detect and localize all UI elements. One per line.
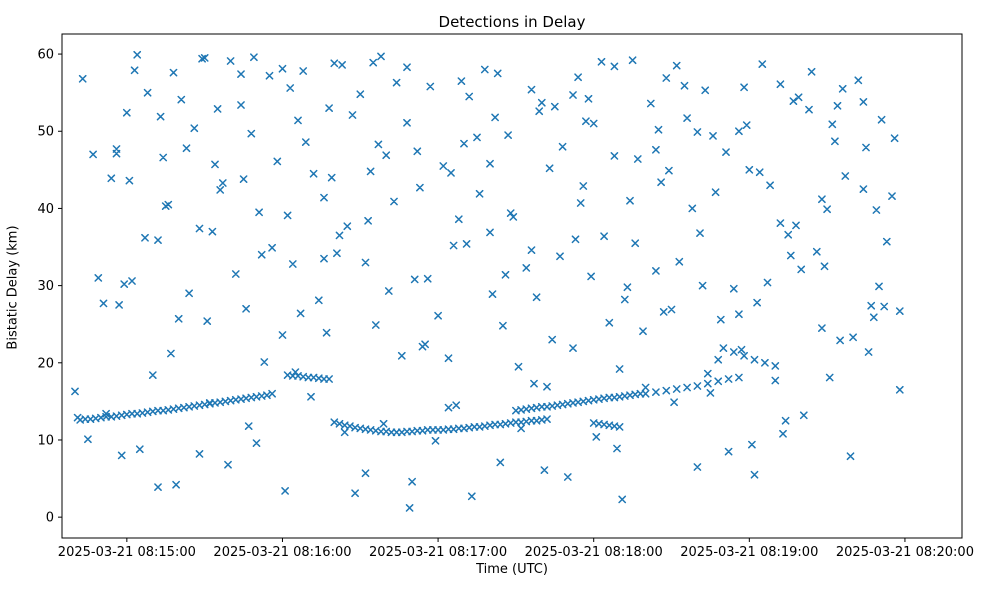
y-tick-label: 10 [37,433,54,448]
y-tick-label: 60 [37,48,54,63]
y-tick-label: 40 [37,202,54,217]
chart-title: Detections in Delay [438,13,586,31]
y-tick-label: 0 [46,511,54,526]
x-tick-label: 2025-03-21 08:17:00 [369,545,507,560]
x-tick-label: 2025-03-21 08:16:00 [213,545,351,560]
x-tick-label: 2025-03-21 08:19:00 [680,545,818,560]
x-tick-label: 2025-03-21 08:20:00 [836,545,974,560]
y-tick-label: 50 [37,125,54,140]
y-tick-label: 30 [37,279,54,294]
x-axis-label: Time (UTC) [476,562,548,577]
scatter-points [71,50,904,512]
y-tick-label: 20 [37,356,54,371]
x-tick-label: 2025-03-21 08:18:00 [525,545,663,560]
y-axis-label: Bistatic Delay (km) [5,225,21,350]
axes-spines [61,33,963,539]
x-tick-label: 2025-03-21 08:15:00 [58,545,196,560]
